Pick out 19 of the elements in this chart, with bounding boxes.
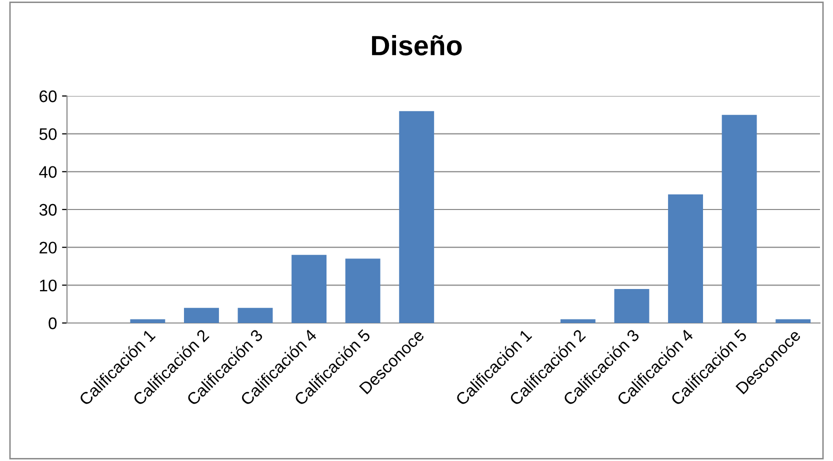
bar [560,319,596,323]
y-tick-label: 60 [40,90,57,102]
bar [292,254,327,323]
y-tick-label: 20 [40,242,57,254]
bar [776,319,811,323]
bar [668,194,704,323]
chart-title: Diseño [372,35,462,56]
bar [722,114,757,323]
bar [184,308,219,323]
y-tick-label: 0 [48,317,57,330]
bar [130,319,166,323]
bar [238,308,273,323]
bar [614,288,650,323]
y-tick-label: 10 [40,280,57,292]
bar [399,111,434,323]
y-tick-label: 40 [39,166,57,178]
y-tick-label: 30 [39,204,57,216]
y-tick-label: 50 [39,128,57,140]
bar [345,258,380,323]
